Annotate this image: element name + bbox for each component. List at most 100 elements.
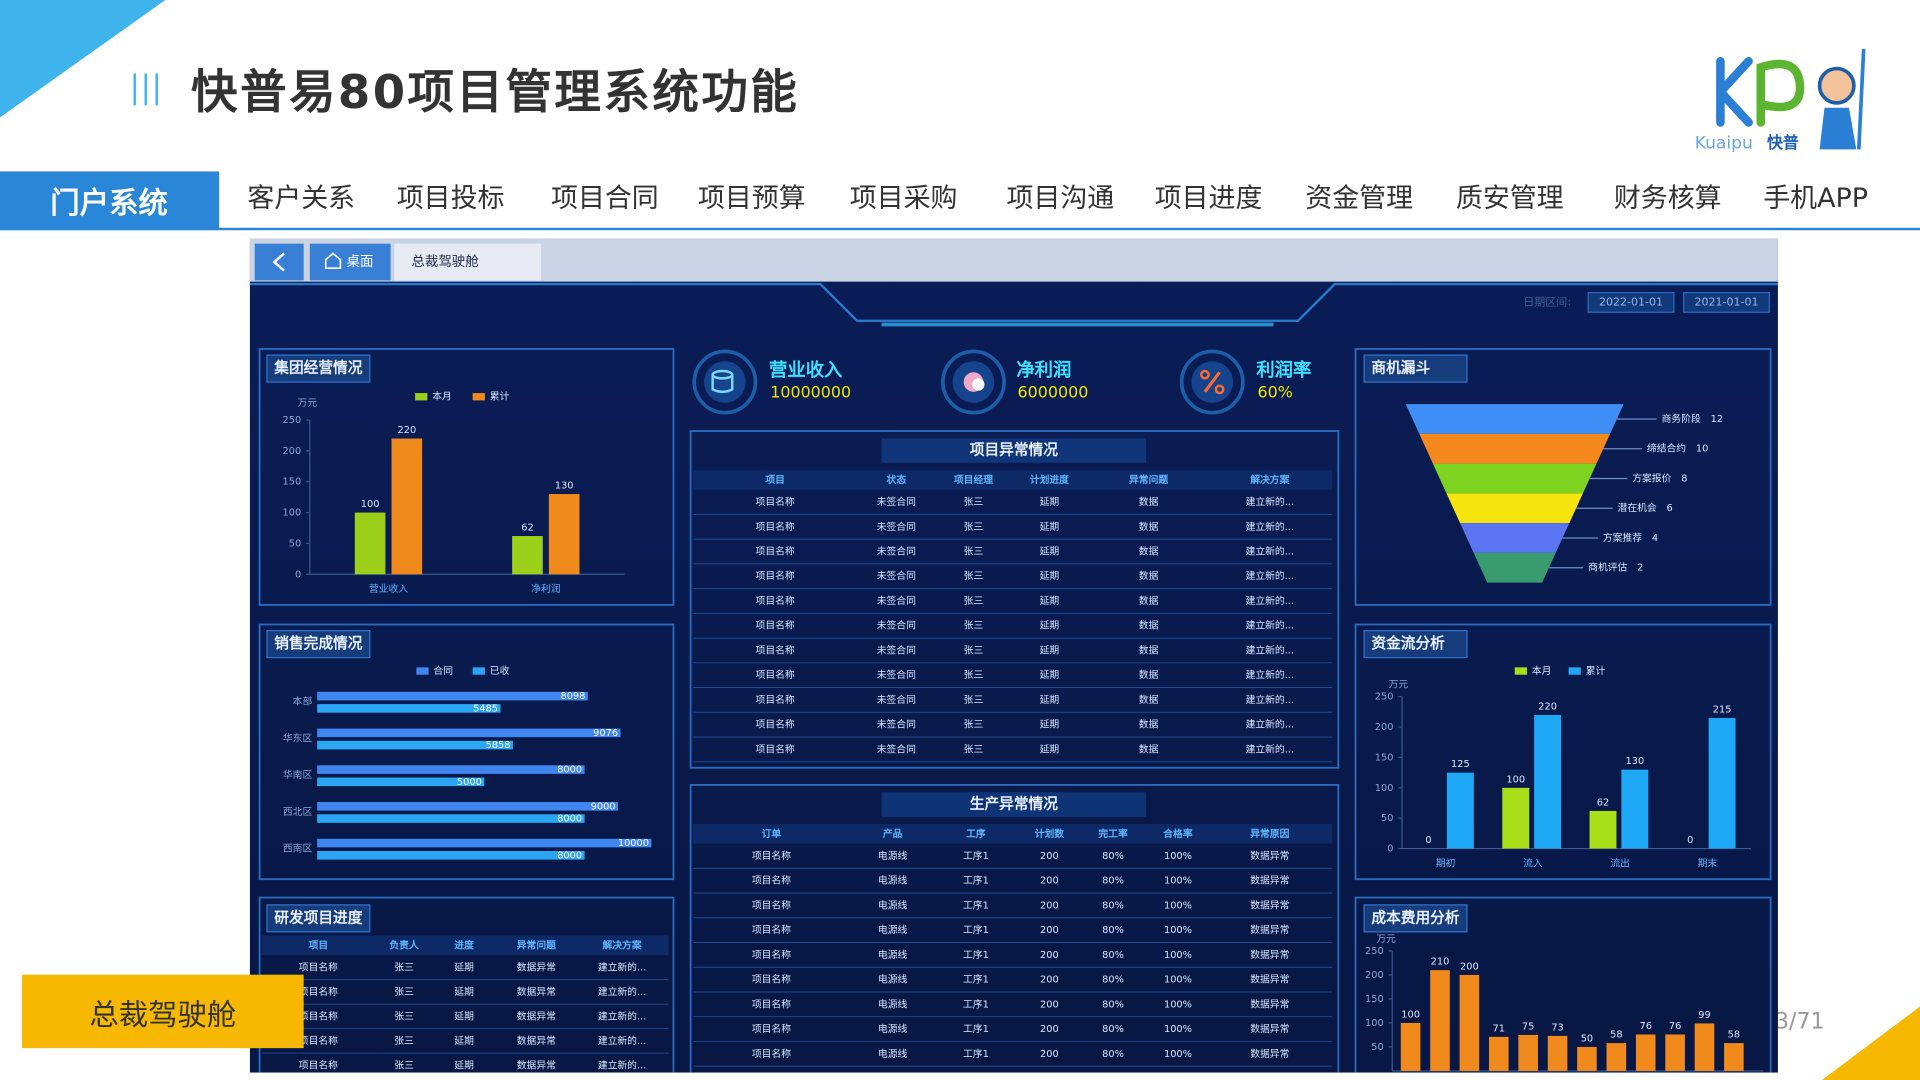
cell: 100% — [1164, 1049, 1192, 1060]
nav-item[interactable]: 项目投标 — [397, 183, 505, 214]
page-number: 3/71 — [1775, 1009, 1824, 1034]
column-header: 解决方案 — [602, 938, 641, 951]
cell: 项目名称 — [756, 594, 795, 607]
table-title-bg — [881, 438, 1147, 463]
nav-item[interactable]: 项目采购 — [850, 183, 958, 214]
cell: 未签合同 — [877, 594, 916, 607]
cell: 延期 — [1040, 694, 1060, 706]
date-box[interactable] — [1587, 292, 1675, 313]
cell: 工序1 — [963, 898, 989, 911]
kpi-icons — [692, 349, 1245, 415]
axis-unit: 万元 — [1376, 934, 1396, 945]
cell: 80% — [1102, 900, 1124, 911]
axis-unit: 万元 — [1389, 679, 1409, 690]
funnel-stage — [1473, 552, 1556, 583]
cell: 建立新的... — [1246, 619, 1294, 632]
nav-item[interactable]: 项目预算 — [698, 183, 806, 214]
nav-item[interactable]: 项目合同 — [551, 183, 659, 214]
cell: 张三 — [394, 1035, 414, 1047]
column-header: 项目经理 — [954, 473, 993, 486]
cell: 数据异常 — [517, 1034, 556, 1047]
y-tick-label: 100 — [1365, 1018, 1384, 1029]
cell: 建立新的... — [1246, 643, 1294, 656]
bar — [1635, 1034, 1656, 1071]
back-button[interactable] — [254, 243, 304, 281]
cell: 建立新的... — [598, 985, 646, 998]
value-label: 215 — [1713, 704, 1732, 715]
cell: 延期 — [1040, 496, 1060, 508]
tab[interactable] — [394, 243, 542, 281]
cell: 工序1 — [963, 973, 989, 986]
bar — [512, 536, 543, 575]
nav-item[interactable]: 质安管理 — [1456, 183, 1564, 214]
panel-title: 研发项目进度 — [274, 908, 362, 926]
value-label: 100 — [361, 499, 380, 510]
y-tick-label: 250 — [1375, 692, 1394, 703]
caption-box — [22, 974, 304, 1049]
cell: 延期 — [1040, 719, 1060, 731]
date-value[interactable]: 2022-01-01 — [1599, 295, 1663, 308]
cell: 建立新的... — [1246, 718, 1294, 731]
bar — [317, 838, 652, 848]
cell: 建立新的... — [1246, 520, 1294, 533]
column-header: 负责人 — [389, 938, 419, 951]
column-header: 异常问题 — [517, 938, 556, 951]
cell: 80% — [1102, 1049, 1124, 1060]
axis-unit: 万元 — [298, 398, 318, 409]
bar — [1430, 970, 1450, 1071]
cell: 电源线 — [878, 923, 908, 936]
cell: 延期 — [1040, 521, 1060, 533]
nav-item[interactable]: 财务核算 — [1614, 183, 1722, 214]
y-tick-label: 200 — [283, 446, 302, 457]
bar — [354, 512, 386, 575]
y-tick-label: 250 — [283, 415, 302, 426]
tab[interactable] — [309, 243, 391, 281]
value-label: 73 — [1551, 1022, 1563, 1033]
cell: 80% — [1102, 876, 1124, 887]
y-tick-label: 100 — [1375, 783, 1394, 794]
x-tick-label: 期初 — [1436, 856, 1456, 869]
nav-item[interactable]: 手机APP — [1763, 183, 1868, 214]
bar — [1665, 1034, 1685, 1071]
value-label: 130 — [1626, 756, 1645, 767]
value-label: 62 — [521, 522, 533, 533]
nav-item[interactable]: 资金管理 — [1305, 183, 1413, 214]
funnel-stage — [1419, 433, 1611, 464]
date-box[interactable] — [1683, 292, 1770, 313]
y-tick-label: 西南区 — [283, 842, 313, 855]
y-tick-label: 华东区 — [283, 731, 313, 744]
cell: 延期 — [1040, 620, 1060, 632]
tab-label[interactable]: 总裁驾驶舱 — [411, 254, 479, 270]
cell: 张三 — [964, 669, 984, 681]
corner-decoration — [0, 0, 166, 118]
cell: 项目名称 — [299, 1058, 338, 1071]
kpi-value: 60% — [1258, 383, 1293, 402]
cell: 延期 — [1040, 595, 1060, 607]
value-label: 8098 — [560, 691, 585, 702]
funnel-label: 潜在机会 — [1618, 501, 1657, 514]
date-value[interactable]: 2021-01-01 — [1695, 295, 1759, 308]
cell: 电源线 — [878, 874, 908, 887]
value-label: 125 — [1451, 759, 1470, 770]
cell: 项目名称 — [752, 1022, 791, 1035]
column-header: 工序 — [966, 827, 986, 840]
cell: 项目名称 — [756, 668, 795, 681]
nav: 客户关系 项目投标 项目合同 项目预算 项目采购 项目沟通 项目进度 资金管理 质安管理 财务核算… — [247, 183, 1868, 214]
legend-label: 本月 — [1532, 664, 1552, 677]
bar — [317, 728, 621, 738]
bar — [317, 802, 618, 811]
nav-item[interactable]: 客户关系 — [247, 183, 355, 214]
bar — [1518, 1034, 1538, 1071]
cell: 工序1 — [963, 923, 989, 936]
y-tick-label: 华南区 — [283, 768, 313, 781]
cell: 项目名称 — [752, 948, 791, 961]
cell: 工序1 — [963, 874, 989, 887]
cell: 张三 — [394, 961, 414, 973]
nav-active[interactable]: 门户系统 — [50, 186, 168, 220]
tab-label[interactable]: 桌面 — [347, 254, 374, 270]
nav-item[interactable]: 项目沟通 — [1007, 183, 1115, 214]
cell: 未签合同 — [877, 718, 916, 731]
bar — [1589, 810, 1617, 849]
nav-item[interactable]: 项目进度 — [1155, 183, 1263, 214]
cell: 张三 — [964, 521, 984, 533]
